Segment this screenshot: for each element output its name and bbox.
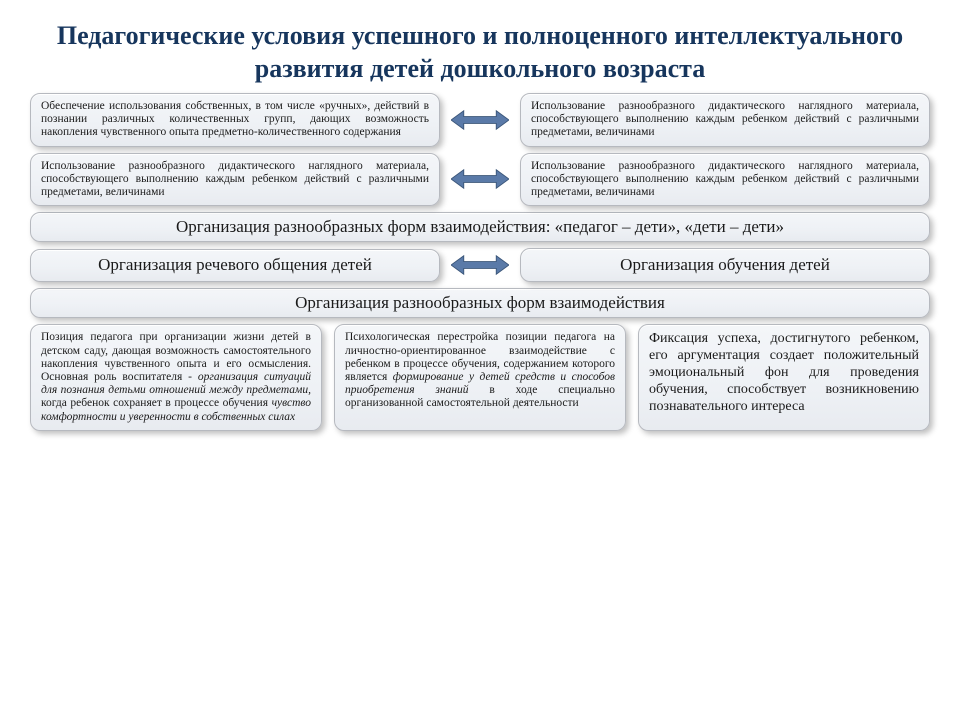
box-r3-left: Организация речевого общения детей bbox=[30, 249, 440, 282]
text: когда ребенок сохраняет в процессе обуче… bbox=[41, 397, 272, 409]
double-arrow-icon bbox=[451, 252, 509, 278]
page-title: Педагогические условия успешного и полно… bbox=[0, 0, 960, 93]
row-3: Организация речевого общения детей Орган… bbox=[0, 248, 960, 282]
box-bottom-3: Фиксация успеха, достигнутого ребенком, … bbox=[638, 324, 930, 431]
double-arrow-icon bbox=[451, 107, 509, 133]
box-r1-left: Обеспечение использования собственных, в… bbox=[30, 93, 440, 147]
box-bottom-2: Психологическая перестройка позиции педа… bbox=[334, 324, 626, 431]
row-bottom: Позиция педагога при организации жизни д… bbox=[0, 324, 960, 431]
double-arrow-icon bbox=[451, 166, 509, 192]
box-wide-2: Организация разнообразных форм взаимодей… bbox=[30, 288, 930, 318]
box-r1-right: Использование разнообразного дидактическ… bbox=[520, 93, 930, 147]
box-r2-right: Использование разнообразного дидактическ… bbox=[520, 153, 930, 207]
row-1: Обеспечение использования собственных, в… bbox=[0, 93, 960, 147]
box-r3-right: Организация обучения детей bbox=[520, 248, 930, 282]
box-r2-left: Использование разнообразного дидактическ… bbox=[30, 153, 440, 207]
box-bottom-1: Позиция педагога при организации жизни д… bbox=[30, 324, 322, 431]
box-wide-1: Организация разнообразных форм взаимодей… bbox=[30, 212, 930, 242]
row-2: Использование разнообразного дидактическ… bbox=[0, 153, 960, 207]
